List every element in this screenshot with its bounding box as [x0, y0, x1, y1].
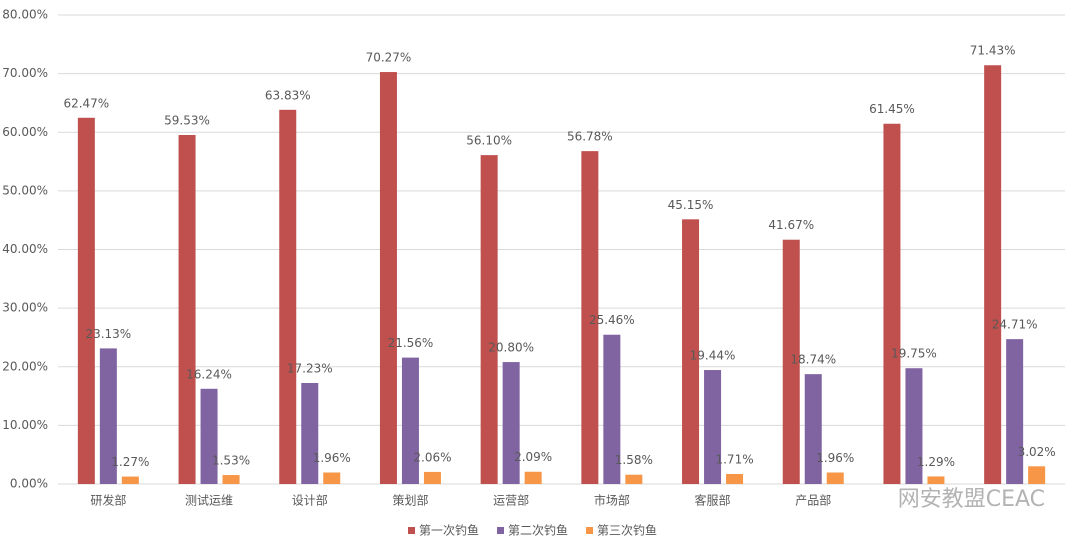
bar — [704, 370, 722, 484]
value-label: 16.24% — [186, 367, 232, 381]
value-label: 41.67% — [768, 218, 814, 232]
bar — [401, 357, 419, 484]
bar — [603, 334, 621, 484]
value-label: 61.45% — [869, 102, 915, 116]
x-tick-label: 客服部 — [695, 493, 731, 508]
legend-label: 第二次钓鱼 — [508, 524, 568, 538]
bar — [279, 109, 297, 484]
value-label: 19.44% — [690, 349, 736, 363]
bar — [379, 72, 397, 485]
bar — [480, 155, 498, 484]
value-label: 1.71% — [715, 452, 753, 466]
y-tick-label: 80.00% — [2, 8, 48, 22]
bar — [826, 472, 844, 484]
value-label: 59.53% — [164, 114, 210, 128]
bar — [121, 476, 139, 484]
y-tick-label: 20.00% — [2, 359, 48, 373]
x-tick-label: 产品部 — [795, 493, 831, 508]
bar — [581, 151, 599, 484]
value-label: 18.74% — [790, 353, 836, 367]
x-tick-label: 设计部 — [292, 493, 328, 508]
bar — [301, 382, 319, 484]
value-label: 3.02% — [1018, 445, 1056, 459]
value-label: 70.27% — [366, 51, 412, 65]
bar — [984, 65, 1002, 484]
value-label: 56.78% — [567, 130, 613, 144]
bar — [323, 472, 341, 484]
value-label: 71.43% — [970, 44, 1016, 58]
legend-swatch — [497, 527, 505, 534]
legend-label: 第三次钓鱼 — [597, 524, 657, 538]
value-label: 1.96% — [816, 451, 854, 465]
y-tick-label: 60.00% — [2, 125, 48, 139]
x-tick-label: 市场部 — [594, 493, 630, 508]
value-label: 1.96% — [313, 451, 351, 465]
bar — [502, 362, 520, 484]
value-label: 19.75% — [891, 347, 937, 361]
x-tick-label: 策划部 — [392, 493, 428, 508]
watermark: 网安教盟CEAC — [898, 487, 1045, 512]
value-label: 24.71% — [992, 318, 1038, 332]
value-label: 45.15% — [668, 198, 714, 212]
legend-swatch — [408, 527, 415, 534]
value-label: 25.46% — [589, 313, 635, 327]
bar — [1028, 466, 1046, 484]
bar — [625, 474, 643, 484]
x-tick-label: 研发部 — [90, 493, 126, 508]
value-label: 62.47% — [63, 96, 109, 110]
bar — [726, 473, 744, 484]
bar — [178, 135, 196, 484]
value-label: 1.27% — [111, 455, 149, 469]
value-label: 1.58% — [615, 453, 653, 467]
value-label: 1.29% — [917, 455, 955, 469]
bar — [222, 475, 240, 484]
value-label: 21.56% — [388, 336, 434, 350]
bar — [782, 239, 800, 484]
bar — [423, 471, 441, 484]
value-label: 2.09% — [514, 450, 552, 464]
y-tick-label: 10.00% — [2, 418, 48, 432]
value-label: 56.10% — [466, 134, 512, 148]
value-label: 2.06% — [413, 450, 451, 464]
bar — [1006, 339, 1024, 484]
value-label: 23.13% — [85, 327, 131, 341]
y-tick-label: 40.00% — [2, 242, 48, 256]
y-tick-label: 70.00% — [2, 66, 48, 80]
value-label: 20.80% — [488, 341, 534, 355]
y-tick-label: 50.00% — [2, 183, 48, 197]
value-label: 63.83% — [265, 88, 311, 102]
y-tick-label: 0.00% — [10, 477, 48, 491]
bar — [927, 476, 945, 484]
bar — [883, 123, 901, 484]
legend-label: 第一次钓鱼 — [419, 524, 479, 538]
x-tick-label: 测试运维 — [185, 493, 233, 508]
bar — [524, 471, 542, 484]
y-tick-label: 30.00% — [2, 301, 48, 315]
bar — [905, 368, 923, 484]
bar — [804, 374, 822, 484]
x-tick-label: 运营部 — [493, 493, 529, 508]
legend-swatch — [586, 527, 594, 534]
bar — [99, 348, 117, 484]
bar — [77, 117, 95, 484]
bar — [200, 388, 218, 484]
value-label: 1.53% — [212, 454, 250, 468]
value-label: 17.23% — [287, 361, 333, 375]
bar — [682, 219, 700, 485]
